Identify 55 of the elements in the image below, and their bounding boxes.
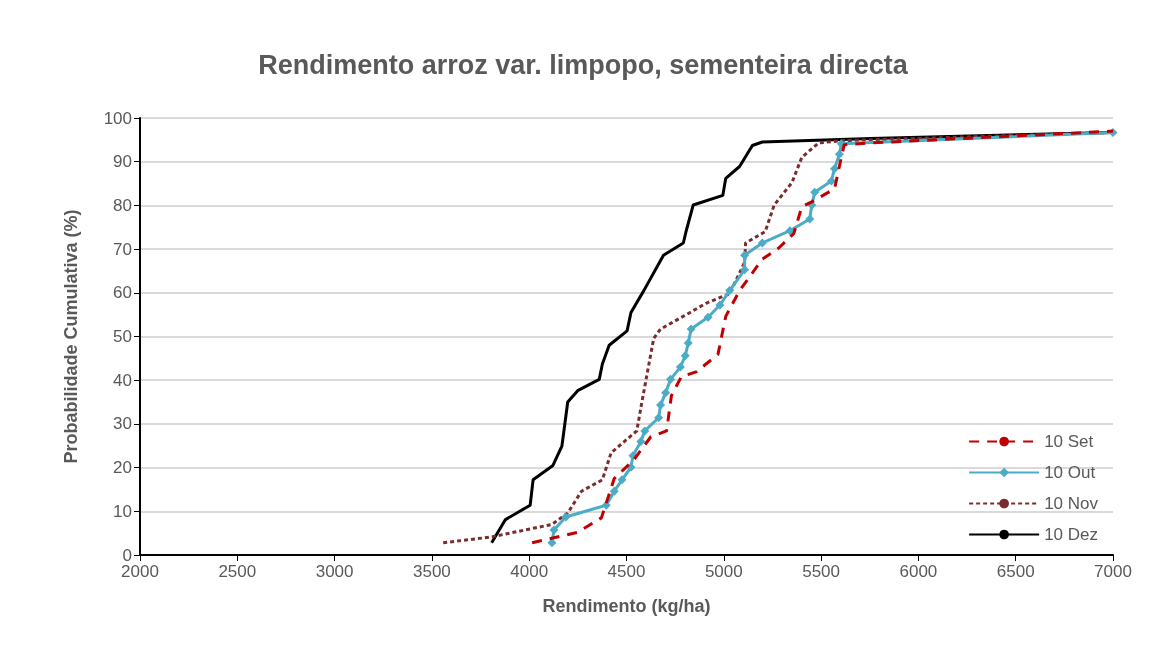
legend-label: 10 Set [1044,432,1094,451]
point [683,338,693,348]
point [826,176,836,186]
point [725,286,735,296]
y-tick-label: 0 [122,545,132,565]
point [656,400,666,410]
point [810,187,820,197]
point [617,475,627,485]
y-tick-label: 100 [103,108,132,128]
x-tick-label: 3500 [412,562,451,581]
point [636,436,646,446]
point [680,351,690,361]
point [665,374,675,384]
x-tick-label: 6500 [996,562,1035,581]
point [834,149,844,159]
point [757,238,767,248]
y-tick-label: 50 [113,327,132,346]
x-tick-label: 5500 [802,562,841,581]
point [715,300,725,310]
y-tick-label: 10 [113,501,132,521]
point [609,486,619,496]
x-tick-label: 4000 [510,562,549,581]
x-tick-label: 2500 [218,562,257,581]
point [675,362,685,372]
point [549,525,559,535]
legend-label: 10 Dez [1044,525,1099,544]
point [640,426,650,436]
y-axis-title: Probabilidade Cumulativa (%) [61,209,81,464]
y-tick-label: 20 [113,458,132,478]
x-tick-label: 6000 [899,562,938,581]
y-tick-label: 70 [113,239,132,259]
x-tick-label: 3000 [315,562,354,581]
x-tick-label: 4500 [607,562,646,581]
y-tick-label: 40 [113,370,132,390]
chart-title: Rendimento arroz var. limpopo, sementeira directa [258,49,909,80]
x-tick-label: 2000 [121,562,159,581]
point [830,164,840,174]
point [654,413,664,423]
y-tick-label: 80 [113,195,132,215]
point [561,512,571,522]
point [740,250,750,260]
x-tick-label: 7000 [1094,562,1132,581]
point [805,214,815,224]
x-axis-title: Rendimento (kg/ha) [542,596,711,616]
y-tick-label: 90 [113,152,132,172]
point [740,265,750,275]
point [686,324,696,334]
legend-label: 10 Nov [1044,494,1099,513]
y-tick-label: 30 [113,414,132,434]
point [661,388,671,398]
y-tick-label: 60 [113,283,132,303]
point [785,226,795,236]
x-tick-label: 5000 [704,562,743,581]
legend-label: 10 Out [1044,463,1096,482]
point [703,312,713,322]
